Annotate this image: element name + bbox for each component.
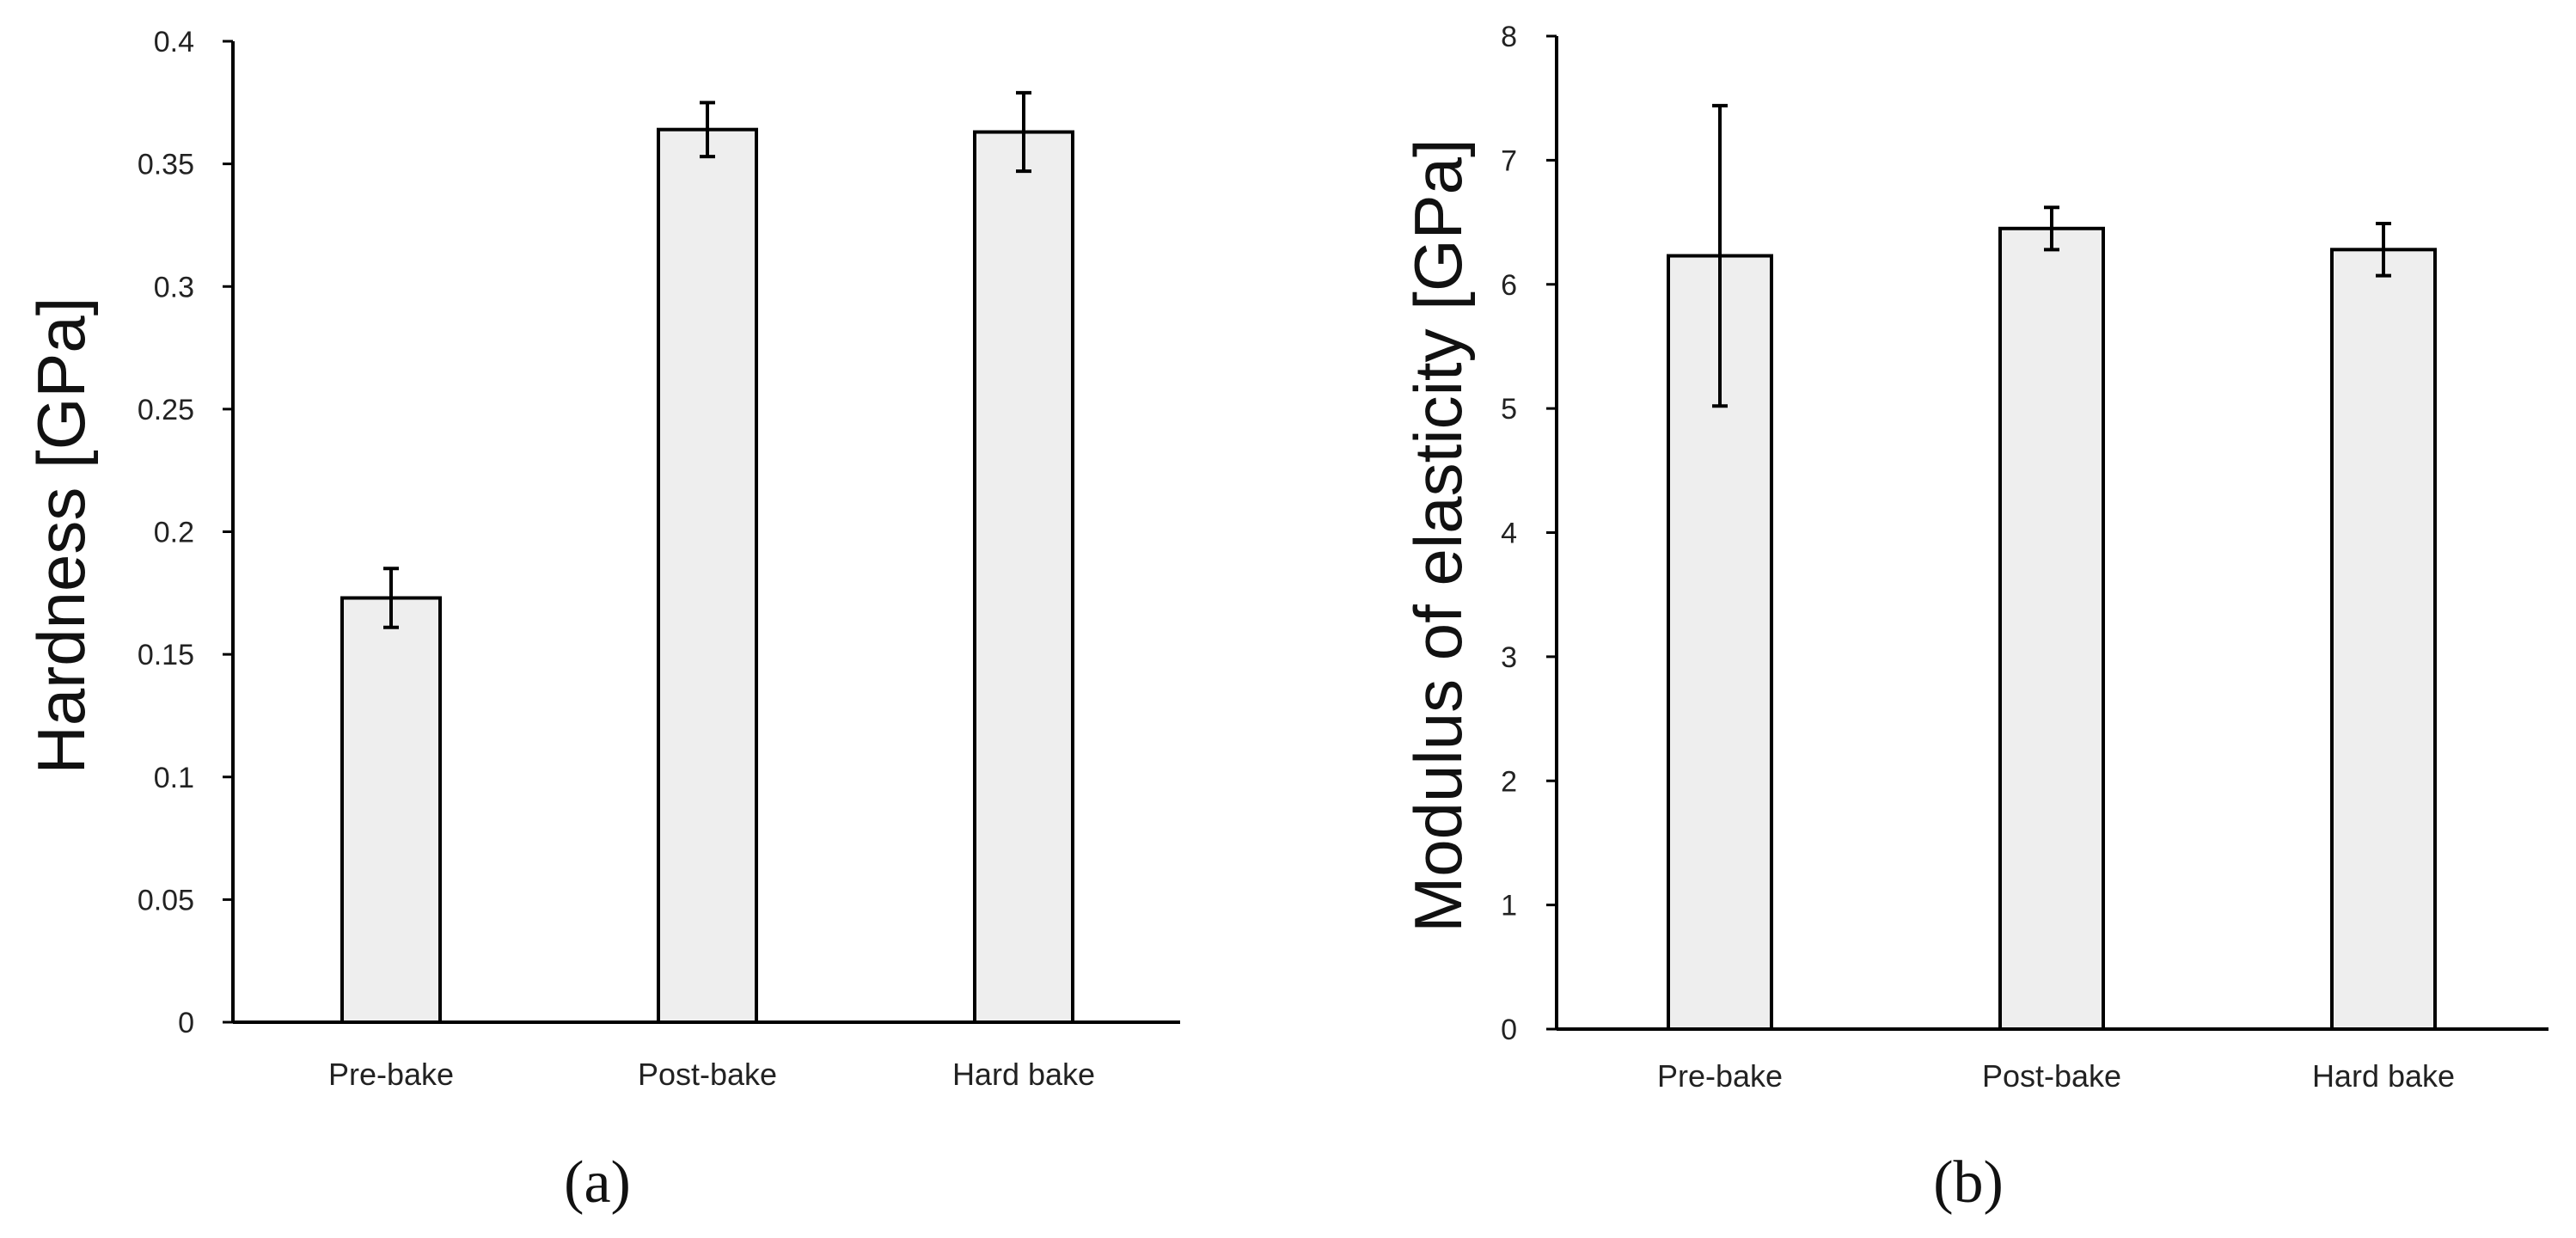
y-tick-label: 2 <box>1501 765 1517 798</box>
y-tick-label: 0.3 <box>154 271 194 303</box>
axes <box>1555 36 2548 1031</box>
error-bar <box>2376 222 2391 278</box>
y-tick-label: 5 <box>1501 393 1517 426</box>
y-tick-label: 0 <box>178 1007 194 1039</box>
error-bar <box>383 567 399 629</box>
panel-label: (b) <box>1933 1149 2004 1216</box>
x-tick-label: Post-bake <box>1982 1058 2121 1094</box>
chart-modulus: Modulus of elasticity [GPa] 0 1 2 3 4 5 6 7 8 Pr… <box>1400 21 2548 1216</box>
bar-series <box>340 127 1074 1025</box>
error-bar <box>2044 205 2059 252</box>
y-tick-label: 4 <box>1501 518 1517 550</box>
x-tick-labels: Pre-bake Post-bake Hard bake <box>1657 1058 2455 1094</box>
y-tick-label: 0.35 <box>138 149 194 181</box>
y-axis-title: Hardness [GPa] <box>23 297 99 775</box>
y-tick-label: 0.25 <box>138 394 194 426</box>
error-bar <box>1016 90 1031 174</box>
x-tick-label: Pre-bake <box>328 1057 454 1092</box>
y-tick-labels: 0 1 2 3 4 5 6 7 8 <box>1501 21 1557 1046</box>
chart-hardness: Hardness [GPa] 0 0.05 0.1 0.15 0.2 0.25 0.3 0.3… <box>23 26 1180 1216</box>
y-tick-label: 7 <box>1501 144 1517 177</box>
y-axis-title: Modulus of elasticity [GPa] <box>1400 138 1476 932</box>
y-tick-label: 0.05 <box>138 884 194 916</box>
bar-hard-bake <box>973 130 1074 1025</box>
y-tick-label: 0.4 <box>154 26 194 58</box>
x-tick-label: Hard bake <box>952 1057 1095 1092</box>
error-bar <box>1712 103 1728 408</box>
error-bars <box>383 90 1031 629</box>
error-bars <box>1712 103 2391 408</box>
error-bar <box>700 101 715 159</box>
bar-pre-bake <box>340 596 442 1025</box>
x-tick-label: Pre-bake <box>1657 1058 1783 1094</box>
y-tick-label: 8 <box>1501 21 1517 53</box>
y-tick-label: 0.15 <box>138 639 194 671</box>
y-tick-label: 0.1 <box>154 762 194 794</box>
bar-post-bake <box>657 127 758 1025</box>
x-tick-labels: Pre-bake Post-bake Hard bake <box>328 1057 1095 1092</box>
bar-series <box>1667 226 2437 1031</box>
bar-hard-bake <box>2330 248 2437 1031</box>
y-tick-label: 0.2 <box>154 517 194 549</box>
y-tick-labels: 0 0.05 0.1 0.15 0.2 0.25 0.3 0.35 0.4 <box>138 26 233 1039</box>
bar-post-bake <box>1998 226 2105 1031</box>
panel-label: (a) <box>564 1149 631 1216</box>
y-tick-label: 6 <box>1501 269 1517 302</box>
y-tick-label: 3 <box>1501 641 1517 674</box>
x-tick-label: Hard bake <box>2312 1058 2455 1094</box>
y-tick-label: 1 <box>1501 890 1517 922</box>
y-tick-label: 0 <box>1501 1014 1517 1046</box>
axes <box>231 41 1180 1024</box>
x-tick-label: Post-bake <box>638 1057 777 1092</box>
